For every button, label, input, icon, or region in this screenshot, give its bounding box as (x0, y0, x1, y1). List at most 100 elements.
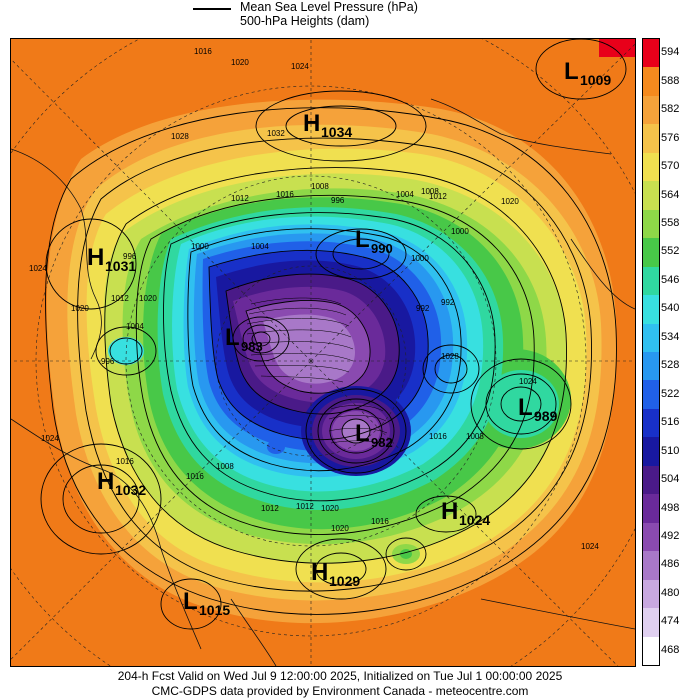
isobar-label: 1000 (451, 227, 469, 236)
colorbar-label: 552 (661, 245, 680, 258)
colorbar-cell (643, 437, 659, 467)
colorbar-cell (643, 579, 659, 609)
colorbar-cell (643, 266, 659, 296)
svg-text:H: H (87, 244, 104, 271)
colorbar-label: 558 (661, 216, 680, 229)
colorbar-cell (643, 551, 659, 581)
isobar-label: 1016 (429, 432, 447, 441)
svg-text:H: H (311, 559, 328, 586)
isobar-label: 1024 (29, 264, 47, 273)
isobar-label: 1012 (231, 194, 249, 203)
svg-text:989: 989 (534, 408, 558, 424)
svg-text:1029: 1029 (329, 573, 360, 589)
colorbar-label: 474 (661, 615, 680, 628)
isobar-label: 1000 (411, 254, 429, 263)
colorbar-label: 546 (661, 273, 680, 286)
isobar-label: 1012 (296, 502, 314, 511)
colorbar-cell (643, 152, 659, 182)
colorbar-cell (643, 494, 659, 524)
svg-text:H: H (97, 468, 114, 495)
isobar-label: 1008 (311, 182, 329, 191)
isobar-label: 1012 (111, 294, 129, 303)
svg-text:1034: 1034 (321, 124, 352, 140)
colorbar-label: 564 (661, 188, 680, 201)
colorbar-label: 510 (661, 444, 680, 457)
colorbar-cell (643, 238, 659, 268)
svg-text:L: L (518, 394, 533, 421)
shading-540-west (108, 337, 144, 365)
colorbar-label: 516 (661, 416, 680, 429)
colorbar-cell (643, 209, 659, 239)
map-canvas: 1016 1020 1024 1028 1032 1012 1016 1008 … (11, 39, 635, 666)
high-1024: H 1024 (441, 498, 490, 528)
isobar-label: 1020 (231, 58, 249, 67)
colorbar-label: 498 (661, 501, 680, 514)
low-982: L 982 (355, 420, 393, 450)
isobar-label: 1008 (421, 187, 439, 196)
colorbar-label: 486 (661, 558, 680, 571)
isobar-label: 996 (101, 357, 115, 366)
svg-text:L: L (355, 420, 370, 447)
svg-text:1031: 1031 (105, 258, 136, 274)
isobar-label: 1028 (441, 352, 459, 361)
colorbar-label: 534 (661, 330, 680, 343)
isobar-label: 1004 (251, 242, 269, 251)
title-mslp: Mean Sea Level Pressure (hPa) (240, 0, 418, 14)
shading-546-east (483, 370, 559, 438)
svg-text:990: 990 (371, 241, 393, 256)
svg-text:H: H (303, 110, 320, 137)
colorbar-cell (643, 636, 659, 666)
isobar-label: 1008 (466, 432, 484, 441)
isobars (40, 39, 627, 630)
isobar-label: 1012 (261, 504, 279, 513)
isobar-label: 1000 (191, 242, 209, 251)
colorbar-cell (643, 323, 659, 353)
colorbar-cell (643, 39, 659, 68)
colorbar-cell (643, 124, 659, 154)
svg-text:L: L (564, 58, 579, 85)
data-credit-text: CMC-GDPS data provided by Environment Ca… (151, 684, 529, 698)
colorbar-label: 576 (661, 131, 680, 144)
isobar-label: 1024 (519, 377, 537, 386)
colorbar-cell (643, 408, 659, 438)
shading-522-spot (267, 440, 285, 454)
isobar-label: 1016 (371, 517, 389, 526)
isobar-label: 1016 (276, 190, 294, 199)
coastlines (11, 98, 635, 666)
title-500hpa-heights: 500-hPa Heights (dam) (240, 14, 370, 28)
colorbar (642, 38, 660, 666)
isobar-label: 1008 (216, 462, 234, 471)
isobar-label: 992 (416, 304, 430, 313)
isobar-label: 1016 (194, 47, 212, 56)
colorbar-label: 468 (661, 643, 680, 656)
colorbar-cell (643, 608, 659, 638)
chart-header: Mean Sea Level Pressure (hPa) 500-hPa He… (0, 0, 680, 36)
high-1031: H 1031 (87, 244, 136, 274)
high-1034: H 1034 (303, 110, 352, 140)
low-990: L 990 (355, 226, 393, 256)
low-1009: L 1009 (564, 58, 611, 88)
low-983: L 983 (225, 324, 263, 354)
colorbar-cell (643, 522, 659, 552)
colorbar-label: 480 (661, 586, 680, 599)
colorbar-cell (643, 95, 659, 125)
isobar-label: 1004 (396, 190, 414, 199)
svg-text:H: H (441, 498, 458, 525)
isobar-label: 1012 (429, 192, 447, 201)
isobar-label: 1024 (581, 542, 599, 551)
map-panel: 1016 1020 1024 1028 1032 1012 1016 1008 … (10, 38, 636, 667)
svg-text:1032: 1032 (115, 482, 146, 498)
colorbar-label: 582 (661, 103, 680, 116)
colorbar-cell (643, 380, 659, 410)
isobar-label: 1020 (139, 294, 157, 303)
latitude-circles (11, 39, 635, 666)
colorbar-label: 570 (661, 160, 680, 173)
svg-text:L: L (225, 324, 240, 351)
high-1032: H 1032 (97, 468, 146, 498)
isobar-label: 1032 (267, 129, 285, 138)
low-989: L 989 (518, 394, 558, 424)
isobar-label: 1024 (41, 434, 59, 443)
isobar-label: 1028 (171, 132, 189, 141)
colorbar-label: 588 (661, 74, 680, 87)
pressure-systems: H 1034 L 1009 H 1031 L 990 L 983 (87, 58, 611, 618)
